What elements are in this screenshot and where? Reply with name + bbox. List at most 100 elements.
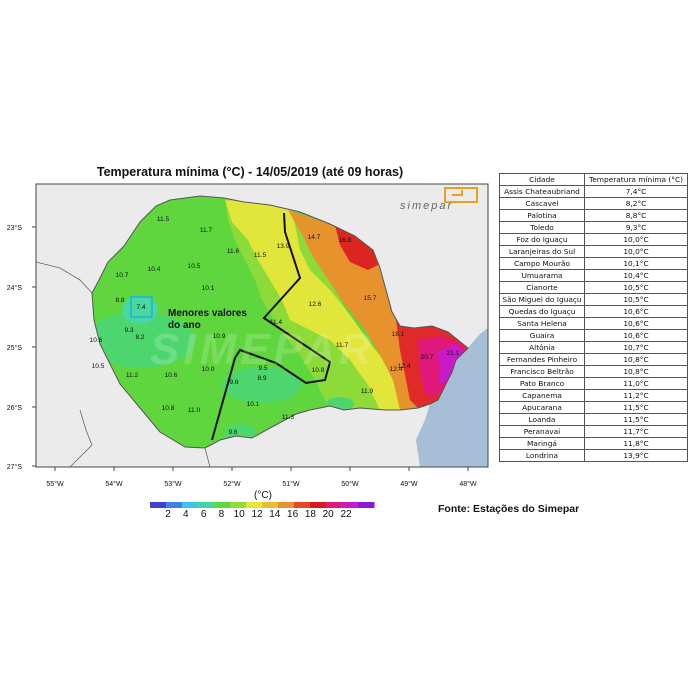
temperature-cell: 10,0°C (584, 245, 688, 258)
city-cell: Maringá (499, 437, 585, 450)
map-value-label: 7.4 (136, 304, 145, 311)
longitude-ticks: 55°W 54°W 53°W 52°W 51°W 50°W 49°W 48°W (46, 467, 477, 488)
temperature-cell: 11,0°C (584, 377, 688, 390)
table-row: Pato Branco 11,0°C (499, 377, 688, 390)
city-cell: Capanema (499, 389, 585, 402)
table-row: Apucarana 11,5°C (499, 401, 688, 414)
city-cell: Apucarana (499, 401, 585, 414)
temperature-cell: 11,2°C (584, 389, 688, 402)
map-value-label: 11.9 (361, 388, 374, 395)
table-row: Capanema 11,2°C (499, 389, 688, 402)
city-cell: Londrina (499, 449, 585, 462)
map-value-label: 8.8 (115, 297, 124, 304)
temperature-cell: 10,8°C (584, 365, 688, 378)
colorbar-segment (166, 502, 183, 508)
map-value-label: 11.2 (126, 372, 139, 379)
table-row: Loanda 11,5°C (499, 413, 688, 426)
map-value-label: 11.4 (270, 319, 283, 326)
temperature-cell: 10,8°C (584, 353, 688, 366)
city-cell: Fernandes Pinheiro (499, 353, 585, 366)
longitude-label: 52°W (223, 480, 241, 488)
temperature-cell: 10,4°C (584, 269, 688, 282)
city-cell: Foz do Iguaçu (499, 233, 585, 246)
colorbar-tick-label: 10 (234, 509, 246, 520)
map-value-label: 11.6 (227, 248, 240, 255)
logo-text: simepar (400, 200, 453, 212)
map-value-label: 9.3 (124, 327, 133, 334)
region-borders (211, 212, 332, 441)
table-row: Santa Helena 10,6°C (499, 317, 688, 330)
temperature-cell: 10,5°C (584, 293, 688, 306)
city-cell: Cianorte (499, 281, 585, 294)
table-row: Maringá 11,8°C (499, 437, 688, 450)
map-value-label: 9.5 (258, 365, 267, 372)
temperature-cell: 11,8°C (584, 437, 688, 450)
colorbar-unit: (°C) (254, 490, 272, 501)
city-cell: Campo Mourão (499, 257, 585, 270)
temperature-cell: 11,5°C (584, 413, 688, 426)
table-header-row: Cidade Temperatura mínima (°C) (499, 173, 688, 186)
map-value-label: 9.6 (229, 379, 238, 386)
neighbor-borders (35, 261, 211, 468)
colorbar-segment (342, 502, 359, 508)
temperature-table: Cidade Temperatura mínima (°C) Assis Cha… (499, 173, 688, 462)
map-value-label: 15.7 (364, 295, 377, 302)
longitude-label: 53°W (164, 480, 182, 488)
temperature-cell: 11,5°C (584, 401, 688, 414)
colorbar-segment (262, 502, 279, 508)
latitude-label: 26°S (7, 404, 23, 412)
map-value-label: 11.0 (188, 407, 201, 414)
map-value-label: 10.8 (162, 405, 175, 412)
map-value-label: 8.9 (257, 375, 266, 382)
latitude-label: 27°S (7, 463, 23, 471)
city-cell: Santa Helena (499, 317, 585, 330)
map-value-label: 12.4 (390, 366, 403, 373)
city-cell: Quedas do Iguaçu (499, 305, 585, 318)
map-value-label: 10.1 (247, 401, 260, 408)
header-min-temp: Temperatura mínima (°C) (584, 173, 688, 186)
map-value-label: 18.1 (392, 331, 405, 338)
source-caption: Fonte: Estações do Simepar (438, 503, 580, 515)
map-title: Temperatura mínima (°C) - 14/05/2019 (at… (96, 165, 404, 179)
map-value-label: 10.9 (213, 333, 226, 340)
city-cell: Pato Branco (499, 377, 585, 390)
state-outline (91, 195, 469, 449)
table-row: Londrina 13,9°C (499, 449, 688, 462)
table-row: Umuarama 10,4°C (499, 269, 688, 282)
map-value-label: 10.5 (92, 363, 105, 370)
map-value-label: 21.1 (447, 350, 460, 357)
map-value-label: 11.3 (282, 414, 295, 421)
map-value-label: 11.5 (157, 216, 170, 223)
temperature-cell: 10,5°C (584, 281, 688, 294)
temperature-cell: 10,6°C (584, 305, 688, 318)
longitude-label: 49°W (400, 480, 418, 488)
colorbar-segment (198, 502, 215, 508)
longitude-label: 48°W (459, 480, 477, 488)
colorbar-tick-label: 2 (165, 509, 171, 520)
colorbar: 2 4 6 8 10 12 14 16 18 20 22 (150, 502, 375, 520)
temperature-cell: 10,6°C (584, 329, 688, 342)
map-value-label: 12.4 (398, 363, 411, 370)
map-value-label: 13.9 (277, 243, 290, 250)
city-cell: Loanda (499, 413, 585, 426)
latitude-label: 24°S (7, 284, 23, 292)
longitude-label: 51°W (282, 480, 300, 488)
colorbar-tick-label: 8 (219, 509, 225, 520)
map-value-label: 10.4 (148, 266, 161, 273)
colorbar-tick-label: 18 (305, 509, 317, 520)
map-value-label: 11.7 (200, 227, 213, 234)
colorbar-segment (294, 502, 311, 508)
table-row: Palotina 8,8°C (499, 209, 688, 222)
table-row: Laranjeiras do Sul 10,0°C (499, 245, 688, 258)
latitude-ticks: 23°S 24°S 25°S 26°S 27°S (7, 224, 36, 471)
table-row: Assis Chateaubriand 7,4°C (499, 185, 688, 198)
table-row: Toledo 9,3°C (499, 221, 688, 234)
city-cell: Assis Chateaubriand (499, 185, 585, 198)
map-value-label: 10.6 (165, 372, 178, 379)
header-city: Cidade (499, 173, 585, 186)
map-value-label: 10.1 (202, 285, 215, 292)
city-cell: São Miguel do Iguaçu (499, 293, 585, 306)
city-cell: Palotina (499, 209, 585, 222)
table-row: Cianorte 10,5°C (499, 281, 688, 294)
